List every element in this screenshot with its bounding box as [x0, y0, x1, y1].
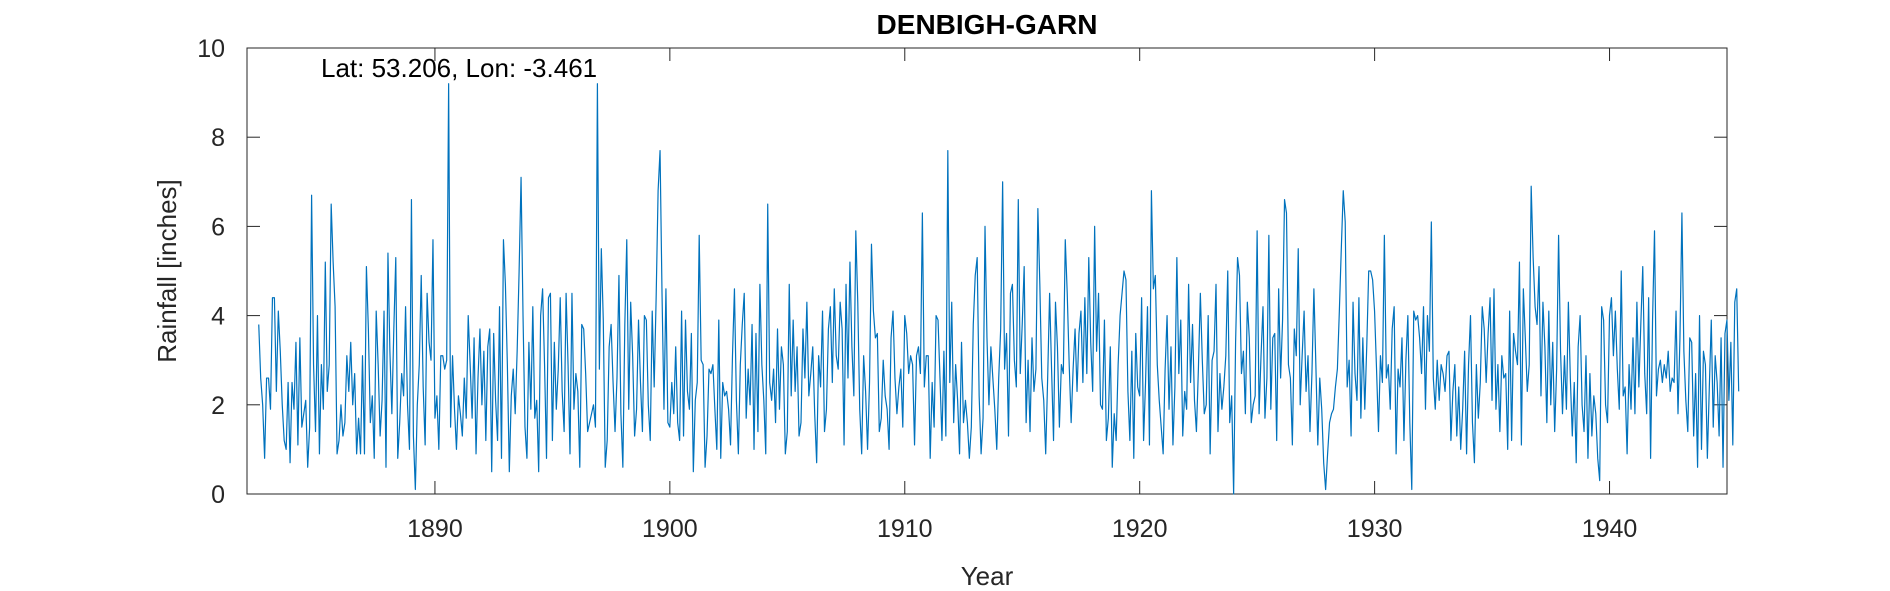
y-tick-label: 8 — [211, 124, 225, 152]
y-tick-label: 0 — [211, 481, 225, 509]
location-annotation: Lat: 53.206, Lon: -3.461 — [321, 53, 597, 83]
x-tick-label: 1890 — [407, 515, 463, 543]
plot-axes: 1890 1900 1910 1920 1930 1940 0 2 4 6 8 10 — [197, 35, 1740, 543]
y-tick-label: 2 — [211, 392, 225, 420]
x-tick-label: 1900 — [642, 515, 698, 543]
x-tick-label: 1920 — [1112, 515, 1168, 543]
x-axis-label: Year — [961, 561, 1014, 591]
x-tick-label: 1910 — [877, 515, 933, 543]
y-ticks: 0 2 4 6 8 10 — [197, 35, 1727, 509]
rainfall-series-line — [258, 83, 1740, 495]
y-tick-label: 4 — [211, 303, 225, 331]
x-tick-label: 1940 — [1582, 515, 1638, 543]
chart-title: DENBIGH-GARN — [877, 9, 1098, 40]
y-axis-label: Rainfall [inches] — [152, 179, 182, 363]
y-tick-label: 6 — [211, 213, 225, 241]
x-tick-label: 1930 — [1347, 515, 1403, 543]
plot-area — [246, 47, 1728, 495]
y-tick-label: 10 — [197, 35, 225, 63]
x-ticks: 1890 1900 1910 1920 1930 1940 — [407, 48, 1637, 543]
